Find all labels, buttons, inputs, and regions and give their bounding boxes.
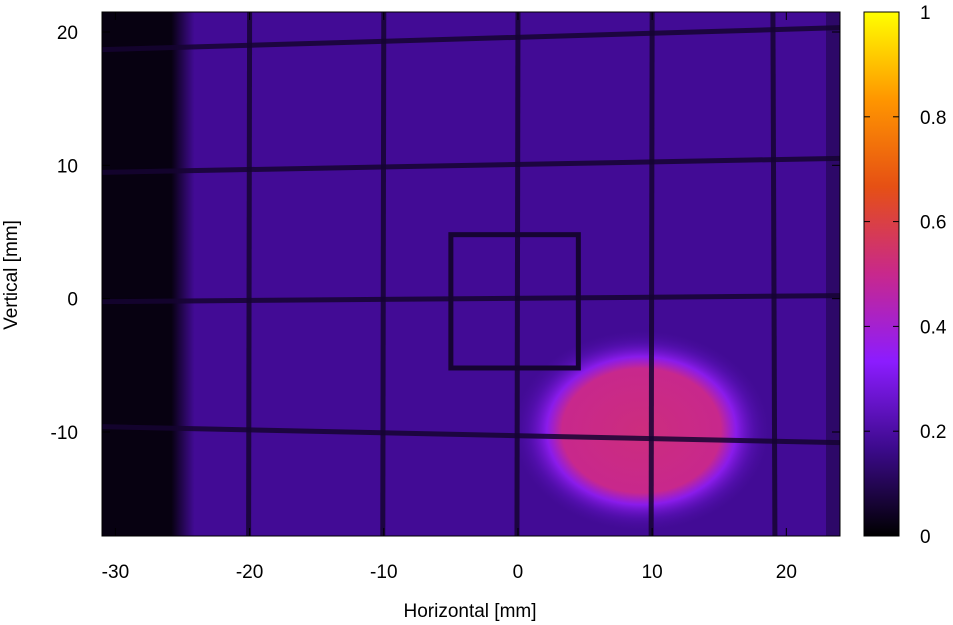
y-tick-label: -10 [51, 423, 78, 444]
dark-edge-region [102, 12, 195, 536]
grid-wire-horizontal [102, 293, 840, 305]
axes: -30 -20 -10 0 10 20 -10 0 10 20 [51, 11, 841, 583]
colorbar-tick-label: 0 [920, 527, 931, 548]
y-tick-label: 0 [67, 290, 78, 311]
grid-wire-vertical [514, 12, 521, 536]
x-tick-label: 10 [642, 562, 663, 583]
colorbar-tick-label: 0.8 [920, 108, 946, 129]
colorbar: 0 0.2 0.4 0.6 0.8 1 [863, 3, 947, 548]
plot-area [102, 12, 840, 536]
grid-wire-vertical [246, 12, 253, 536]
x-axis-title: Horizontal [mm] [403, 601, 536, 622]
colorbar-tick-label: 0.6 [920, 213, 946, 234]
hot-spot [513, 330, 770, 531]
x-tick-label: 20 [776, 562, 797, 583]
grid-wire-vertical [380, 12, 387, 536]
grid-wire-vertical [648, 12, 655, 536]
grid-wire-horizontal [102, 25, 840, 53]
colorbar-gradient [863, 11, 900, 537]
x-tick-label: -10 [370, 562, 397, 583]
grid-wire-horizontal [102, 424, 840, 446]
plot-frame [101, 11, 841, 537]
colorbar-tick-label: 0.4 [920, 317, 947, 338]
y-tick-label: 20 [57, 23, 78, 44]
colorbar-tick-label: 1 [920, 3, 931, 24]
marker-square [448, 232, 581, 371]
right-edge-region [826, 12, 840, 536]
grid-wire-vertical [770, 12, 778, 536]
x-tick-label: -20 [236, 562, 263, 583]
colorbar-tick-label: 0.2 [920, 422, 946, 443]
y-tick-label: 10 [57, 156, 78, 177]
grid-wire-horizontal [102, 155, 840, 175]
x-tick-label: 0 [513, 562, 524, 583]
y-axis-title: Vertical [mm] [1, 220, 22, 330]
x-tick-label: -30 [102, 562, 129, 583]
